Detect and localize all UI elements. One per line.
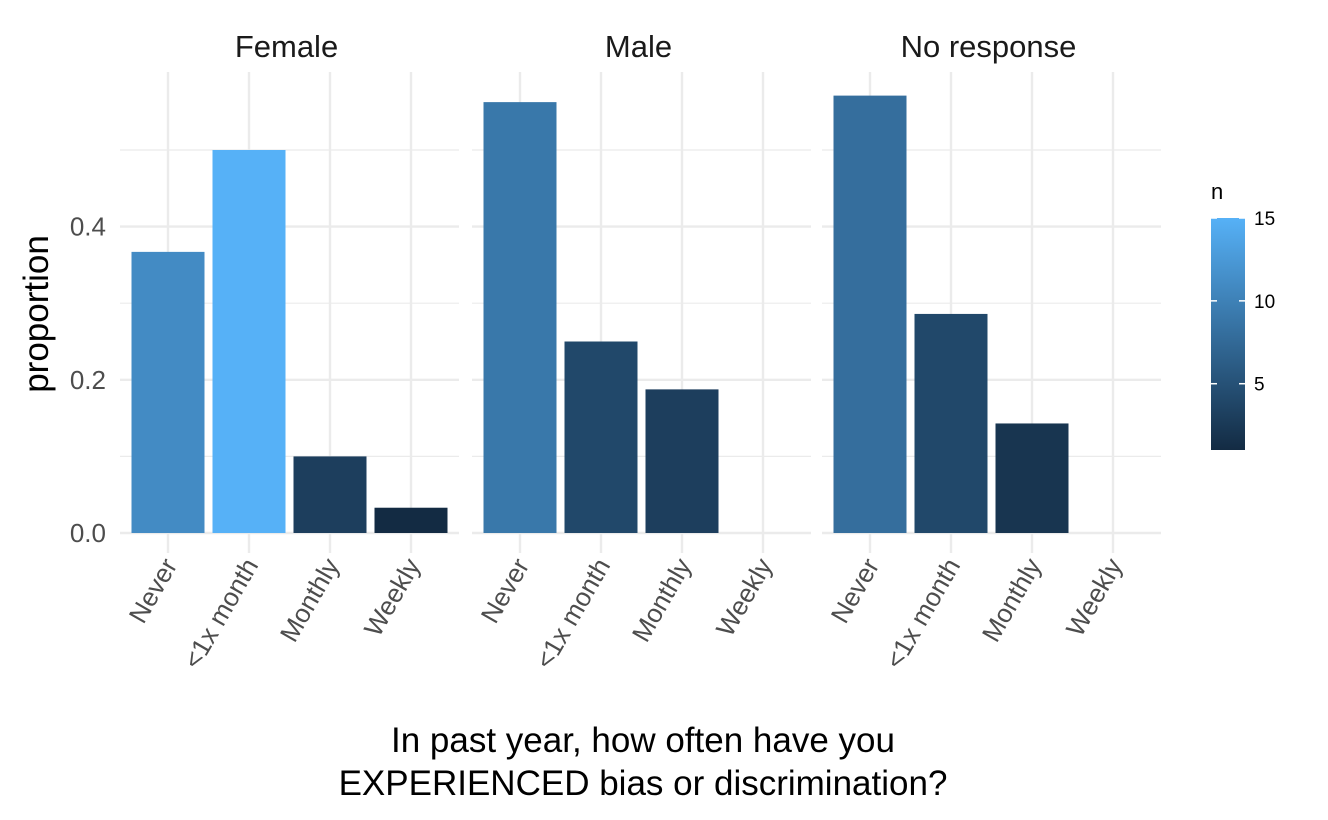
- x-tick-label: <1x month: [529, 553, 616, 674]
- bar: [374, 507, 448, 533]
- x-axis-label-line-1: In past year, how often have you: [391, 721, 895, 760]
- bar: [833, 95, 907, 533]
- y-tick-label: 0.0: [70, 518, 106, 548]
- bar: [212, 150, 286, 533]
- y-axis: 0.0 0.2 0.4: [70, 212, 106, 548]
- facet-label: Female: [235, 29, 338, 64]
- bar: [914, 313, 988, 533]
- bar: [995, 423, 1069, 533]
- facet-label: Male: [605, 29, 672, 64]
- facet-label: No response: [901, 29, 1077, 64]
- x-tick-label: Monthly: [976, 553, 1048, 647]
- legend-tick-label: 5: [1254, 375, 1265, 396]
- legend-colorbar: [1211, 218, 1245, 450]
- x-tick-label: Never: [123, 553, 184, 628]
- facet-panel: Male Never<1x month Monthly Weekly: [472, 29, 811, 674]
- bar: [564, 341, 638, 533]
- x-tick-label: Never: [475, 553, 536, 628]
- y-tick-label: 0.4: [70, 212, 106, 242]
- legend-title: n: [1211, 179, 1223, 204]
- legend-tick-label: 10: [1254, 292, 1275, 313]
- x-tick-label: Weekly: [1060, 553, 1128, 641]
- x-tick-label: <1x month: [879, 553, 966, 674]
- y-axis-label: proportion: [17, 235, 56, 393]
- x-tick-label: Weekly: [358, 553, 426, 641]
- x-axis-label-line-2: EXPERIENCED bias or discrimination?: [339, 764, 948, 803]
- legend-tick-label: 15: [1254, 209, 1275, 230]
- bar: [483, 102, 557, 533]
- color-legend: n 5 10 15: [1211, 179, 1275, 450]
- y-tick-label: 0.2: [70, 365, 106, 395]
- x-tick-label: Monthly: [626, 553, 698, 647]
- bar: [293, 456, 367, 533]
- x-tick-label: Weekly: [710, 553, 778, 641]
- x-tick-label: Never: [825, 553, 886, 628]
- facet-panel: Female Never<1x month Monthly Weekly: [120, 29, 459, 674]
- bar: [131, 251, 205, 534]
- bar: [645, 389, 719, 533]
- facet-panel: No response Never<1x month Monthly Weekly: [822, 29, 1161, 674]
- x-tick-label: <1x month: [177, 553, 264, 674]
- x-tick-label: Monthly: [274, 553, 346, 647]
